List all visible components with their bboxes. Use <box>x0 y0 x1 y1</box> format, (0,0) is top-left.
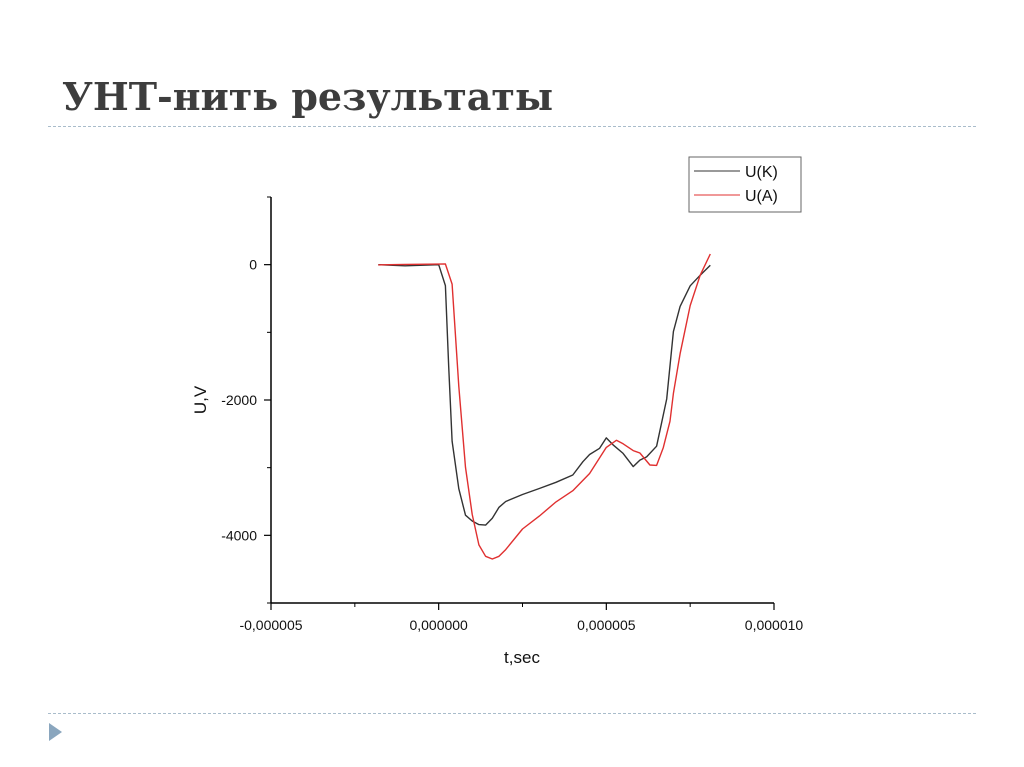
slide-title: УНТ-нить результаты <box>62 74 554 119</box>
chart-legend: U(K) U(A) <box>688 156 802 213</box>
chart-axes <box>270 197 774 604</box>
triangle-right-icon[interactable] <box>49 723 62 741</box>
x-tick-label: 0,000000 <box>409 617 468 633</box>
x-tick-label: 0,000005 <box>577 617 636 633</box>
legend-box <box>688 156 802 213</box>
x-tick-label: 0,000010 <box>745 617 804 633</box>
y-tick-label: -2000 <box>221 392 257 408</box>
series-line-1 <box>378 253 711 560</box>
chart-series <box>378 253 711 560</box>
series-line-0 <box>378 264 711 526</box>
x-axis-label: t,sec <box>504 648 540 667</box>
legend-label-0: U(K) <box>745 164 778 181</box>
title-divider <box>48 126 976 127</box>
footer-divider <box>48 713 976 714</box>
x-tick-label: -0,000005 <box>239 617 302 633</box>
chart-ticks: -0,000005 0,000000 0,000005 0,000010 -4000 -2… <box>221 196 804 633</box>
y-axis-label: U,V <box>191 385 210 414</box>
legend-label-1: U(A) <box>745 188 778 205</box>
y-tick-label: -4000 <box>221 527 257 543</box>
y-tick-label: 0 <box>249 257 257 273</box>
